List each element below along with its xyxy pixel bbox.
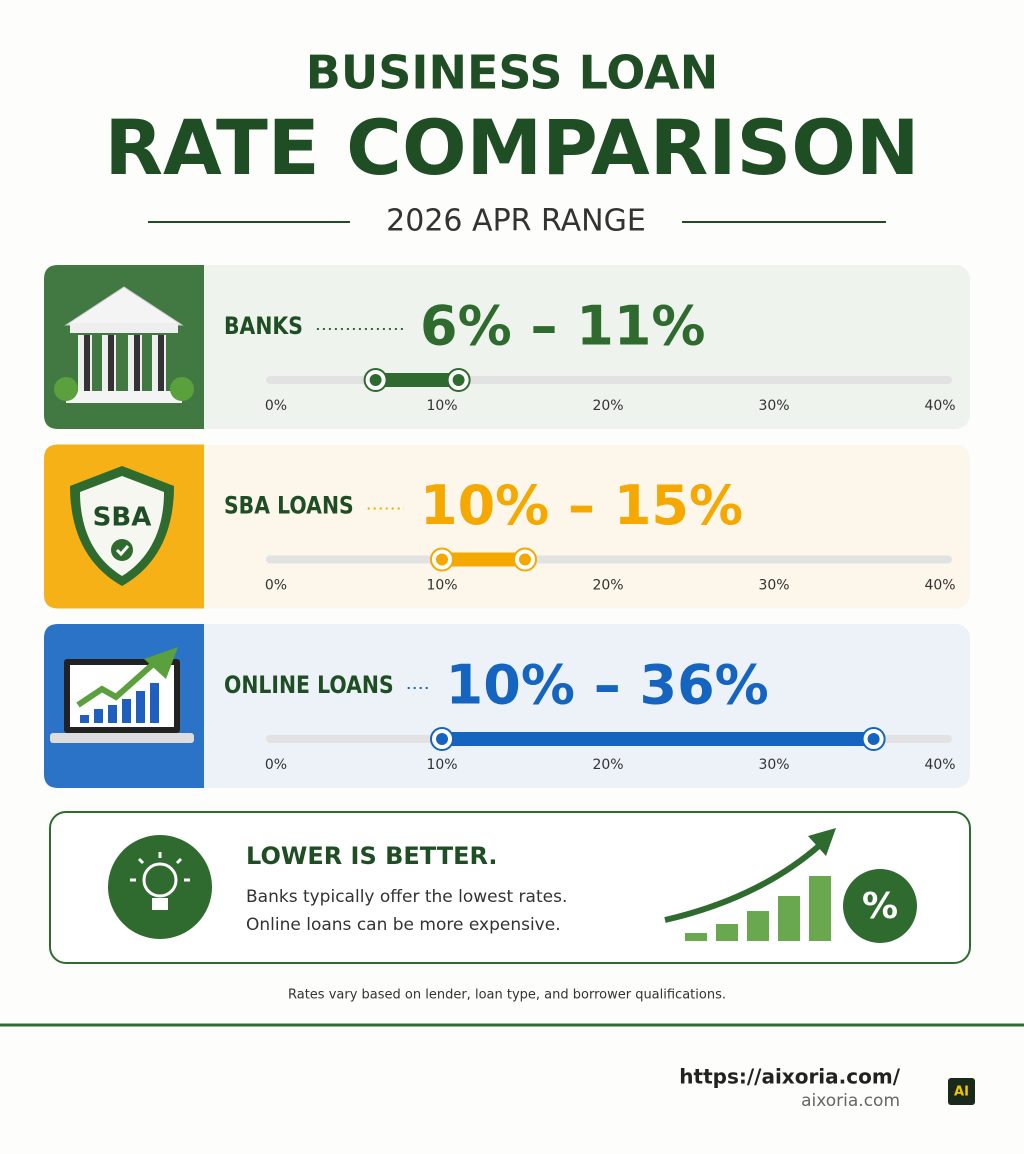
callout-title: LOWER IS BETTER. <box>246 842 498 870</box>
card <box>44 624 970 788</box>
tick-label: 30% <box>758 398 789 414</box>
range-label: 10% – 36% <box>446 654 769 717</box>
tick-label: 30% <box>758 578 789 594</box>
footer-domain: aixoria.com <box>801 1091 900 1111</box>
shield-icon: SBA <box>70 466 174 586</box>
tick-label: 20% <box>592 398 623 414</box>
row-label: BANKS <box>224 312 303 340</box>
tick-label: 40% <box>924 578 955 594</box>
range-label: 6% – 11% <box>420 295 706 358</box>
percent-icon-text: % <box>862 886 898 927</box>
range-end-dot <box>867 733 880 745</box>
badge <box>948 1078 975 1105</box>
badge-text: AI <box>954 1085 969 1100</box>
icon-text: SBA <box>93 503 152 533</box>
rows: BANKS 6% – 11% 0% 10% 20% 30% 40% SBA LOANS 10% … <box>44 265 970 788</box>
tick-label: 20% <box>592 578 623 594</box>
title-line1: BUSINESS LOAN <box>306 46 718 100</box>
callout-box <box>49 811 971 964</box>
tick-label: 0% <box>265 578 287 594</box>
tick-label: 10% <box>426 398 457 414</box>
laptop-icon <box>50 647 194 743</box>
range-end-dot <box>436 553 448 566</box>
row-label: ONLINE LOANS <box>224 671 394 699</box>
range-end-dot <box>519 553 531 566</box>
range-end-dot <box>369 374 382 386</box>
title-line2: RATE COMPARISON <box>105 103 920 192</box>
tick-label: 10% <box>426 757 457 773</box>
callout-line: Banks typically offer the lowest rates. <box>246 887 567 907</box>
tick-label: 10% <box>426 578 457 594</box>
row-label: SBA LOANS <box>224 492 354 520</box>
range-end-dot <box>452 374 465 386</box>
tick-label: 20% <box>592 757 623 773</box>
bank-icon <box>54 286 194 403</box>
growth-icon <box>664 828 917 943</box>
tick-label: 40% <box>924 398 955 414</box>
callout-line: Online loans can be more expensive. <box>246 915 561 935</box>
footnote: Rates vary based on lender, loan type, a… <box>288 988 726 1003</box>
footer-url: https://aixoria.com/ <box>679 1065 900 1089</box>
subtitle: 2026 APR RANGE <box>386 204 646 239</box>
range-end-dot <box>436 733 448 745</box>
range-label: 10% – 15% <box>420 474 743 537</box>
card <box>44 265 970 429</box>
bulb-icon <box>108 835 212 939</box>
card <box>44 444 970 609</box>
tick-label: 0% <box>265 757 287 773</box>
tick-label: 0% <box>265 398 287 414</box>
tick-label: 30% <box>758 757 789 773</box>
tick-label: 40% <box>924 757 955 773</box>
